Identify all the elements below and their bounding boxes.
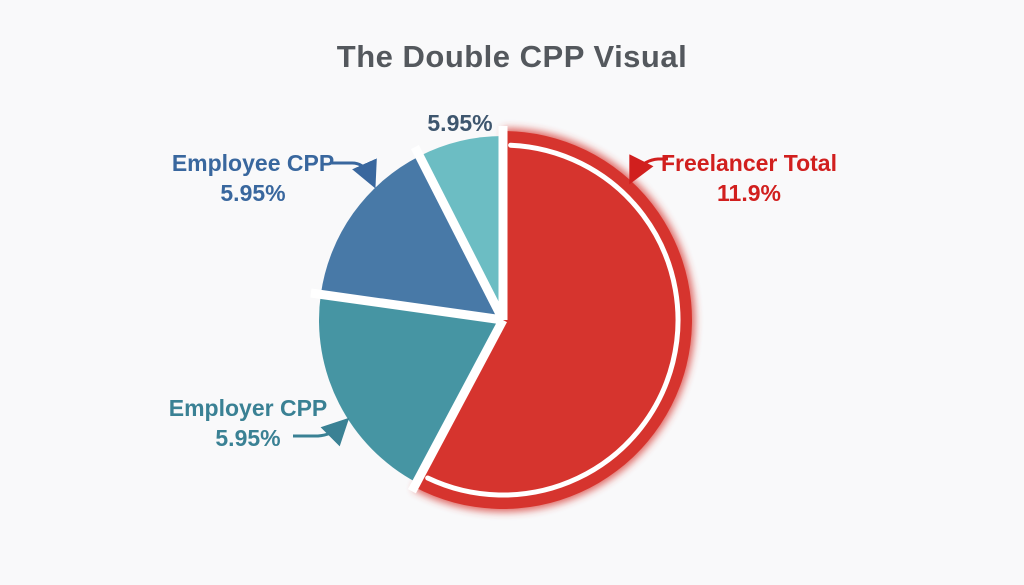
pie-slice-employee-cpp (320, 156, 503, 320)
employer-callout-arrow (293, 417, 350, 447)
percent-value: 5.95% (220, 180, 286, 206)
pie-slice-freelancer-total (414, 131, 692, 509)
callout-label: Freelancer Total (661, 150, 837, 176)
pie-slice-employer-cpp (319, 294, 503, 483)
pie-slices (319, 131, 692, 509)
employee-callout-arrow (331, 158, 377, 189)
slice-separators (310, 126, 508, 494)
top-slice-percent-label: 5.95% (360, 108, 560, 138)
page-title: The Double CPP Visual (336, 39, 688, 74)
percent-value: 11.9% (717, 180, 781, 206)
freelancer-total-callout: Freelancer Total 11.9% (627, 148, 871, 208)
percent-value: 5.95% (215, 425, 281, 451)
employer-cpp-callout: Employer CPP 5.95% (128, 393, 368, 453)
emphasis-inner-ring (425, 142, 681, 498)
employee-cpp-callout: Employee CPP 5.95% (133, 148, 373, 208)
callout-label: Employee CPP (171, 150, 335, 176)
callout-label: Employer CPP (168, 395, 328, 421)
freelancer-callout-arrow (629, 154, 668, 185)
percent-value: 5.95% (427, 110, 493, 136)
